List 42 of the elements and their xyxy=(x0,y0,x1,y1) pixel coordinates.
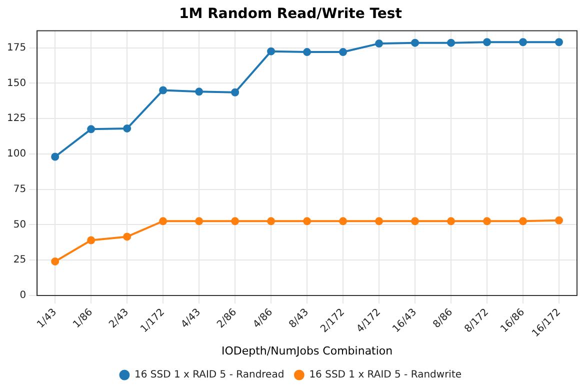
legend-label: 16 SSD 1 x RAID 5 - Randread xyxy=(134,370,284,381)
y-tick-label: 50 xyxy=(13,219,26,230)
point xyxy=(87,125,96,134)
point xyxy=(51,257,60,266)
point xyxy=(267,47,276,56)
point xyxy=(123,124,132,132)
point xyxy=(447,38,456,47)
point xyxy=(303,217,312,226)
point xyxy=(159,217,168,226)
point xyxy=(519,217,528,226)
point xyxy=(123,232,132,241)
point xyxy=(339,48,348,56)
x-axis-title: IODepth/NumJobs Combination xyxy=(221,344,393,358)
point xyxy=(303,48,312,56)
y-tick-label: 25 xyxy=(13,254,26,266)
point xyxy=(375,40,384,48)
legend-label: 16 SSD 1 x RAID 5 - Randwrite xyxy=(309,370,462,381)
point xyxy=(483,217,492,226)
y-tick-label: 75 xyxy=(13,184,26,195)
point xyxy=(519,38,528,46)
point xyxy=(231,88,240,96)
point xyxy=(267,217,276,226)
point xyxy=(411,217,420,226)
y-tick-label: 150 xyxy=(6,78,26,89)
point xyxy=(555,216,564,224)
point xyxy=(447,217,456,226)
point xyxy=(195,217,204,226)
point xyxy=(339,217,348,226)
point xyxy=(555,38,564,46)
point xyxy=(231,217,240,226)
chart-title: 1M Random Read/Write Test xyxy=(179,6,402,22)
y-tick-label: 125 xyxy=(6,113,26,124)
y-tick-label: 100 xyxy=(6,148,26,160)
point xyxy=(51,152,60,161)
point xyxy=(411,38,420,47)
point xyxy=(87,236,96,244)
y-tick-label: 175 xyxy=(6,42,26,54)
point xyxy=(159,86,168,94)
point xyxy=(483,38,492,46)
y-tick-label: 0 xyxy=(20,290,26,302)
point xyxy=(195,88,204,96)
point xyxy=(375,217,384,226)
